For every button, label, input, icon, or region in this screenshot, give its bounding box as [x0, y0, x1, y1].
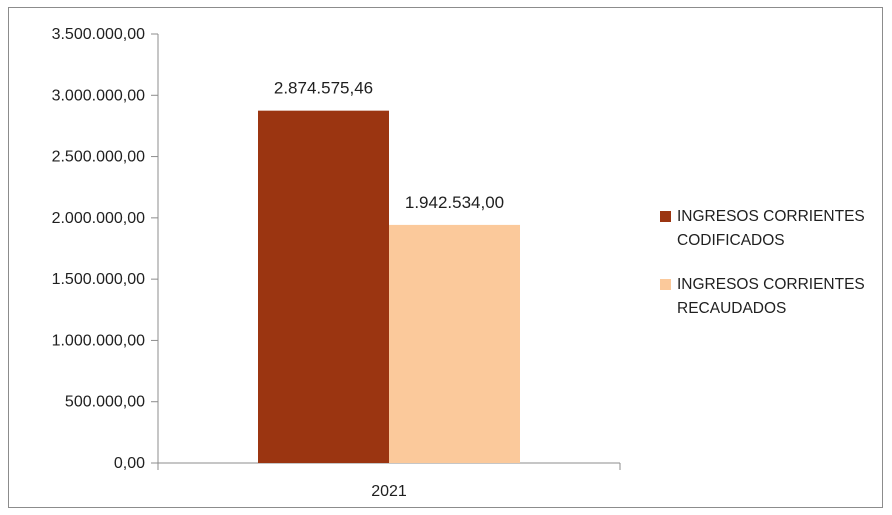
y-tick-label: 0,00: [114, 455, 145, 472]
y-tick-label: 2.500.000,00: [52, 149, 146, 166]
legend-swatch: [660, 211, 671, 222]
y-tick-label: 2.000.000,00: [52, 210, 146, 227]
bar-recaudados: [389, 224, 520, 463]
legend-label: CODIFICADOS: [677, 232, 785, 249]
y-tick-label: 3.000.000,00: [52, 87, 146, 104]
y-tick-label: 1.000.000,00: [52, 332, 146, 349]
bar-codificados: [258, 110, 389, 463]
y-tick-label: 500.000,00: [65, 394, 145, 411]
y-tick-label: 3.500.000,00: [52, 26, 146, 43]
data-label: 1.942.534,00: [405, 193, 504, 212]
legend-label: INGRESOS CORRIENTES: [677, 208, 865, 225]
x-tick-label: 2021: [371, 483, 407, 500]
legend-label: RECAUDADOS: [677, 300, 786, 317]
legend-label: INGRESOS CORRIENTES: [677, 276, 865, 293]
legend-swatch: [660, 279, 671, 290]
y-tick-label: 1.500.000,00: [52, 271, 146, 288]
data-label: 2.874.575,46: [274, 79, 373, 98]
